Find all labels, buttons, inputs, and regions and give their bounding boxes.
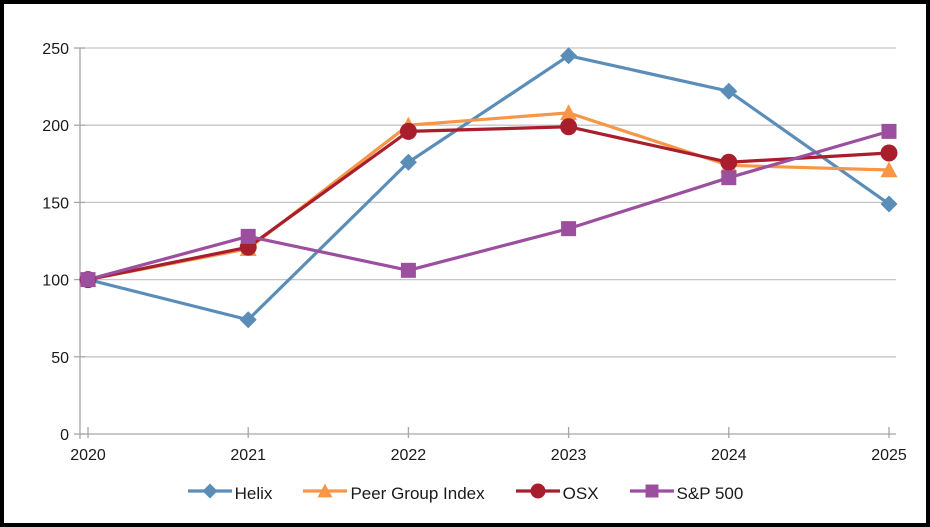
legend-label: S&P 500	[676, 483, 744, 503]
x-axis-label: 2024	[711, 447, 747, 464]
circle-marker	[880, 144, 898, 162]
legend-label: Helix	[234, 483, 273, 503]
y-axis-label: 0	[60, 427, 69, 444]
square-marker	[80, 272, 96, 288]
y-axis-label: 150	[42, 195, 69, 212]
diamond-marker	[560, 47, 578, 65]
series-line-s-p-500	[87, 129, 890, 282]
legend-label: Peer Group Index	[350, 483, 485, 503]
y-axis-label: 50	[51, 350, 69, 367]
y-axis-label: 100	[42, 273, 69, 290]
circle-marker	[560, 118, 578, 136]
osx-circle-marker-icon	[515, 481, 561, 506]
legend-item-sp500: S&P 500	[629, 481, 744, 506]
x-axis-label: 2021	[230, 447, 266, 464]
x-axis-label: 2022	[391, 447, 427, 464]
legend-item-helix: Helix	[187, 481, 273, 506]
chart-legend: Helix Peer Group Index OSX S&P 500	[4, 481, 926, 506]
series-line-osx	[87, 125, 890, 282]
square-marker	[240, 228, 256, 244]
peer-group-triangle-marker-icon	[302, 481, 348, 506]
helix-diamond-marker-icon	[187, 481, 233, 506]
legend-label: OSX	[562, 483, 599, 503]
square-marker	[721, 170, 737, 186]
y-axis-label: 200	[42, 118, 69, 135]
square-marker	[881, 123, 897, 139]
x-axis-label: 2020	[70, 447, 106, 464]
circle-marker	[720, 153, 738, 171]
circle-marker	[399, 122, 417, 140]
square-marker	[400, 262, 416, 278]
diamond-marker	[720, 82, 738, 100]
y-axis-label: 250	[42, 41, 69, 58]
legend-item-osx: OSX	[515, 481, 599, 506]
x-axis-label: 2023	[551, 447, 587, 464]
square-marker	[561, 221, 577, 237]
series-line-helix	[87, 54, 890, 322]
triangle-marker	[880, 161, 898, 178]
line-chart: 0 50 100 150 200 250 2020 2021 2022 2023 2024 2025	[42, 41, 907, 464]
legend-item-peer-group-index: Peer Group Index	[302, 481, 485, 506]
diamond-marker	[239, 311, 257, 329]
sp500-square-marker-icon	[629, 481, 675, 506]
x-axis-label: 2025	[871, 447, 907, 464]
triangle-marker	[560, 104, 578, 121]
diamond-marker	[880, 195, 898, 213]
diamond-marker	[399, 153, 417, 171]
